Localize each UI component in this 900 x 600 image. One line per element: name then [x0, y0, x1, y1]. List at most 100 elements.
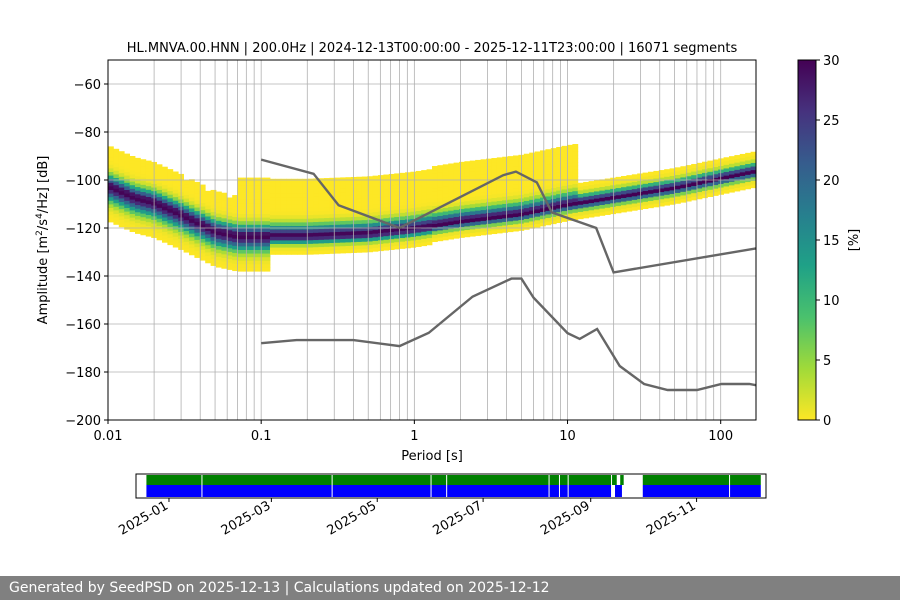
heatmap-cell [621, 208, 627, 213]
heatmap-cell [496, 164, 503, 169]
heatmap-cell [604, 178, 611, 183]
heatmap-cell [367, 244, 373, 249]
heatmap-cell [135, 204, 141, 209]
heatmap-cell [291, 200, 298, 205]
heatmap-cell [205, 234, 211, 239]
heatmap-cell [567, 152, 573, 157]
heatmap-cell [615, 194, 622, 199]
heatmap-cell [183, 183, 190, 188]
heatmap-cell [496, 186, 503, 191]
heatmap-cell [480, 198, 487, 203]
heatmap-cell [172, 178, 179, 183]
heatmap-cell [664, 180, 670, 185]
heatmap-cell [540, 218, 546, 223]
heatmap-cell [302, 218, 309, 223]
heatmap-cell [626, 200, 633, 205]
heatmap-cell [243, 231, 249, 236]
heatmap-cell [297, 222, 303, 226]
heatmap-cell [253, 206, 260, 211]
heatmap-cell [340, 227, 346, 232]
heatmap-cell [615, 209, 622, 214]
heatmap-cell [437, 190, 444, 195]
heatmap-cell [394, 231, 400, 236]
heatmap-cell [399, 241, 406, 246]
heatmap-cell [723, 182, 730, 187]
heatmap-cell [469, 171, 476, 176]
heatmap-cell [135, 161, 141, 166]
heatmap-cell [610, 195, 616, 200]
heatmap-cell [486, 183, 492, 188]
heatmap-cell [507, 192, 514, 197]
heatmap-cell [496, 189, 503, 194]
heatmap-cell [448, 221, 454, 226]
heatmap-cell [324, 235, 330, 240]
heatmap-cell [264, 228, 271, 232]
heatmap-cell [253, 246, 260, 250]
heatmap-cell [286, 200, 292, 205]
heatmap-cell [297, 186, 303, 190]
heatmap-cell [577, 207, 584, 212]
heatmap-cell [205, 244, 211, 249]
heatmap-cell [729, 170, 735, 175]
heatmap-cell [388, 202, 395, 207]
heatmap-cell [113, 213, 120, 218]
heatmap-cell [340, 224, 346, 229]
heatmap-cell [426, 230, 433, 235]
heatmap-cell [550, 148, 557, 153]
heatmap-cell [621, 186, 627, 191]
heatmap-cell [448, 163, 454, 168]
heatmap-cell [442, 225, 449, 230]
heatmap-cell [194, 221, 201, 226]
heatmap-cell [307, 185, 314, 190]
heatmap-cell [394, 241, 400, 246]
heatmap-cell [205, 208, 211, 213]
heatmap-cell [108, 171, 114, 176]
heatmap-cell [685, 172, 692, 177]
colorbar-tick-label: 30 [823, 54, 840, 69]
heatmap-cell [140, 191, 147, 196]
heatmap-cell [189, 244, 195, 249]
heatmap-cell [210, 233, 217, 238]
heatmap-cell [513, 180, 519, 185]
heatmap-cell [140, 188, 147, 193]
heatmap-cell [567, 173, 573, 178]
heatmap-cell [691, 189, 697, 194]
heatmap-cell [210, 251, 217, 256]
heatmap-cell [307, 207, 314, 212]
heatmap-cell [221, 210, 228, 215]
heatmap-cell [243, 238, 249, 243]
heatmap-cell [280, 236, 287, 241]
heatmap-cell [702, 172, 708, 177]
heatmap-cell [351, 241, 357, 246]
heatmap-cell [156, 167, 163, 172]
heatmap-cell [172, 214, 179, 219]
heatmap-cell [464, 172, 471, 177]
heatmap-cell [529, 206, 535, 211]
heatmap-cell [486, 219, 492, 224]
heatmap-cell [561, 167, 568, 172]
heatmap-cell [345, 184, 352, 189]
heatmap-cell [286, 250, 292, 255]
heatmap-cell [318, 210, 325, 215]
heatmap-cell [685, 183, 692, 188]
heatmap-cell [264, 202, 271, 207]
heatmap-cell [248, 192, 255, 196]
heatmap-cell [388, 242, 395, 247]
heatmap-cell [324, 192, 330, 197]
heatmap-cell [210, 222, 217, 227]
heatmap-cell [399, 187, 406, 192]
heatmap-cell [334, 184, 341, 189]
heatmap-cell [243, 181, 249, 186]
heatmap-cell [378, 200, 384, 205]
heatmap-cell [156, 189, 163, 194]
heatmap-cell [475, 174, 481, 179]
heatmap-cell [469, 214, 476, 219]
heatmap-cell [534, 176, 541, 181]
heatmap-cell [124, 214, 130, 219]
heatmap-cell [426, 208, 433, 213]
heatmap-cell [259, 224, 265, 229]
heatmap-cell [750, 173, 756, 178]
heatmap-cell [383, 228, 390, 233]
heatmap-cell [388, 217, 395, 222]
heatmap-cell [194, 210, 201, 215]
